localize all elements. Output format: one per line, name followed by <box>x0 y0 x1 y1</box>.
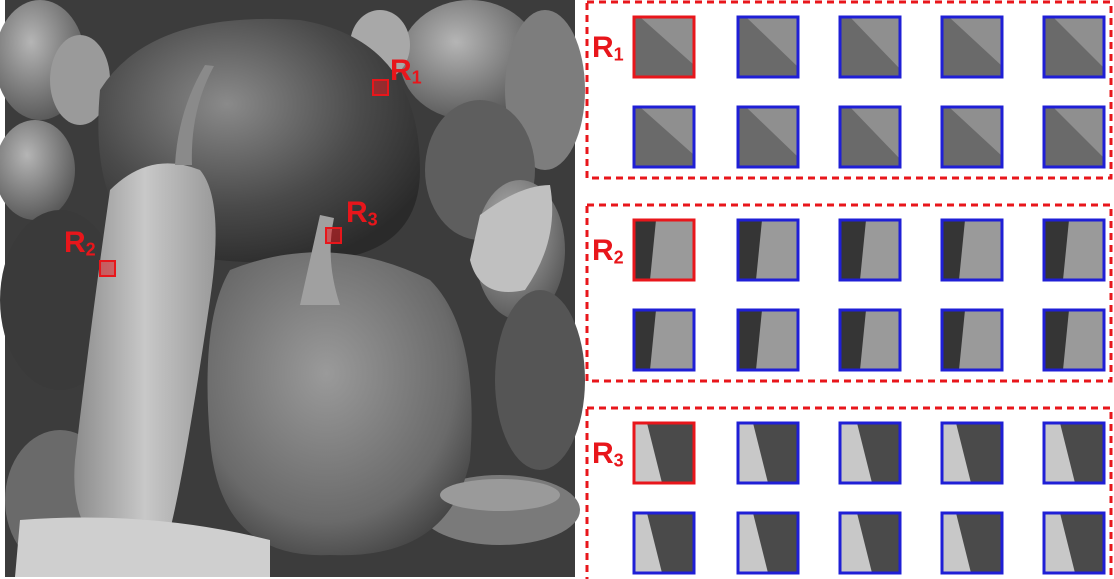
patch-frame <box>940 15 1004 79</box>
patch-frame <box>632 105 696 169</box>
panel-border <box>585 203 1113 383</box>
patch-frame <box>1042 421 1106 485</box>
region-letter: R <box>346 196 368 229</box>
patch-frame <box>736 421 800 485</box>
patch-frame <box>838 511 902 575</box>
region-letter: R <box>64 226 86 259</box>
patch-region <box>942 220 965 280</box>
region-label: R2 <box>592 234 624 268</box>
patch-region <box>850 107 900 159</box>
patch-region <box>949 17 1002 66</box>
patch-frame <box>632 308 696 372</box>
patch-region <box>634 310 656 370</box>
region-marker <box>99 260 116 277</box>
patch-frame <box>838 218 902 282</box>
patch-region <box>1044 513 1075 573</box>
patch-region <box>840 423 872 483</box>
patch-region <box>942 513 971 573</box>
patch-frame <box>736 511 800 575</box>
patch-region <box>634 513 662 573</box>
patch-region <box>746 17 798 67</box>
patch-frame <box>940 308 1004 372</box>
patch-region <box>738 423 768 483</box>
region-label: R1 <box>592 31 624 65</box>
patch-region <box>738 310 762 370</box>
patch-frame <box>1042 511 1106 575</box>
patch-frame <box>838 421 902 485</box>
patch-frame <box>1042 218 1106 282</box>
patch-frame <box>632 421 696 485</box>
patch-frame <box>940 105 1004 169</box>
patch-frame <box>1042 308 1106 372</box>
patch-region <box>942 423 971 483</box>
patch-frame <box>838 15 902 79</box>
patch-region <box>840 220 866 280</box>
patch-region <box>738 513 768 573</box>
patch-region <box>1044 220 1069 280</box>
patch-frame <box>940 421 1004 485</box>
patch-frame <box>736 218 800 282</box>
patch-region <box>746 107 798 157</box>
patch-region <box>634 220 656 280</box>
patch-frame <box>736 308 800 372</box>
patch-region <box>640 17 694 65</box>
region-label: R3 <box>346 196 378 230</box>
region-marker <box>372 79 389 96</box>
patch-frame <box>632 218 696 282</box>
patch-region <box>738 220 762 280</box>
patch-region <box>840 513 872 573</box>
patch-frame <box>632 15 696 79</box>
patch-region <box>1053 17 1104 68</box>
region-label: R1 <box>390 54 422 88</box>
patch-region <box>850 17 900 69</box>
patch-frame <box>838 105 902 169</box>
patch-frame <box>632 511 696 575</box>
region-marker <box>325 227 342 244</box>
region-letter: R <box>592 437 614 470</box>
region-index: 2 <box>614 248 624 268</box>
patch-region <box>640 107 694 155</box>
patch-region <box>1044 310 1069 370</box>
region-index: 2 <box>86 240 96 260</box>
patch-region <box>1044 423 1075 483</box>
patch-frame <box>940 511 1004 575</box>
patch-frame <box>838 308 902 372</box>
region-index: 1 <box>614 45 624 65</box>
panel-border <box>585 0 1113 180</box>
patch-frame <box>1042 15 1106 79</box>
patch-region <box>840 310 866 370</box>
region-panel: R1 <box>585 0 1113 180</box>
region-markers <box>99 79 389 277</box>
region-letter: R <box>592 31 614 64</box>
panel-border <box>585 406 1113 579</box>
region-letter: R <box>390 54 412 87</box>
patch-frame <box>1042 105 1106 169</box>
region-label: R2 <box>64 226 96 260</box>
region-index: 3 <box>368 210 378 230</box>
patch-region <box>634 423 662 483</box>
photo <box>0 0 585 577</box>
region-label: R3 <box>592 437 624 471</box>
region-panel: R2 <box>585 203 1113 383</box>
patch-region <box>949 107 1002 156</box>
patch-frame <box>736 15 800 79</box>
patch-frame <box>736 105 800 169</box>
region-index: 1 <box>412 68 422 88</box>
patch-region <box>1053 107 1104 158</box>
region-panel: R3 <box>585 406 1113 579</box>
region-index: 3 <box>614 451 624 471</box>
region-letter: R <box>592 234 614 267</box>
patch-region <box>942 310 965 370</box>
patch-frame <box>940 218 1004 282</box>
